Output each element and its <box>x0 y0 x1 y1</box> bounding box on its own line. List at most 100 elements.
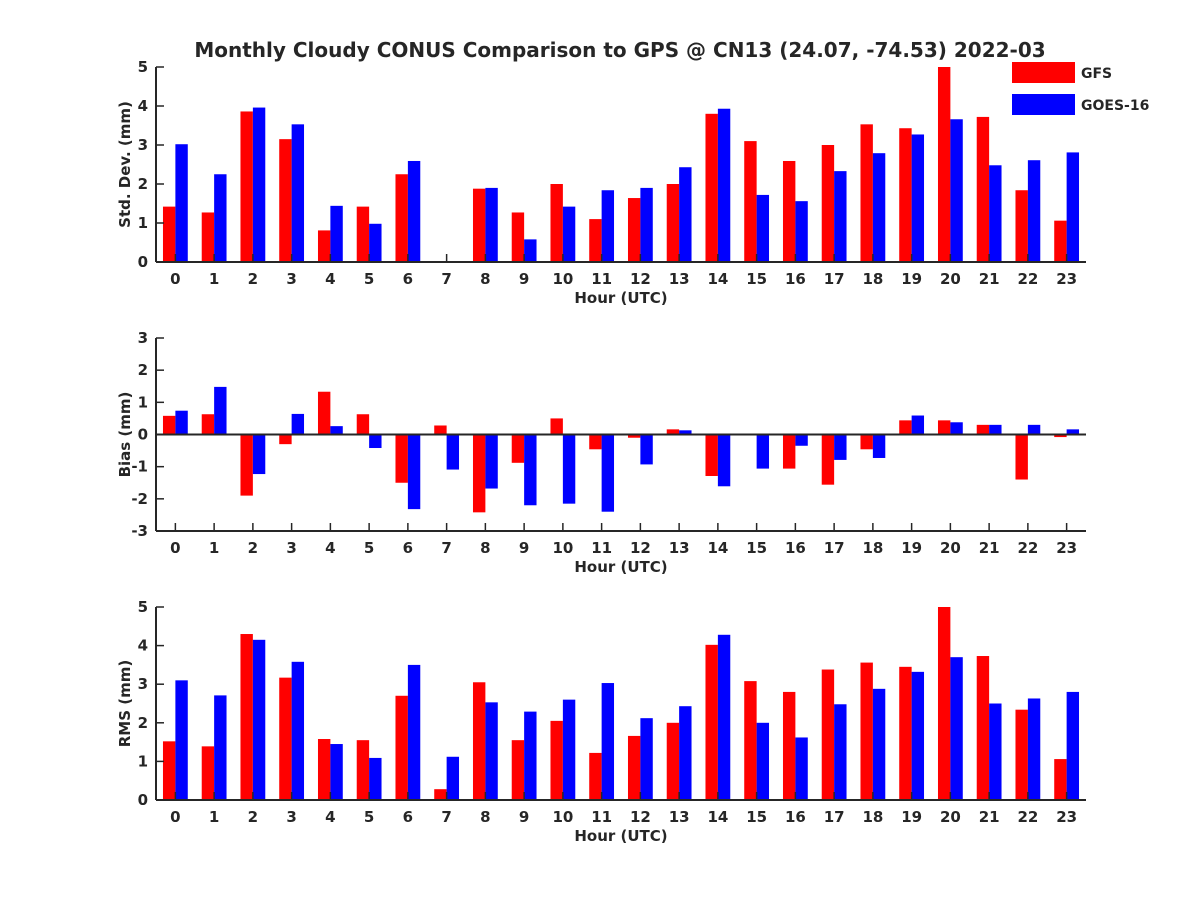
x-tick-label: 20 <box>940 808 961 826</box>
bar-goes16-hour-6 <box>407 160 421 262</box>
x-tick-label: 14 <box>707 270 728 288</box>
bar-goes16-hour-18 <box>872 688 886 800</box>
x-tick-label: 19 <box>901 539 922 557</box>
bar-gfs-hour-1 <box>201 746 215 800</box>
bar-gfs-hour-6 <box>395 695 408 800</box>
bar-gfs-hour-8 <box>472 434 486 513</box>
std-dev-x-axis-label: Hour (UTC) <box>574 289 667 307</box>
std-dev-y-axis-label: Std. Dev. (mm) <box>116 101 134 228</box>
bar-goes16-hour-1 <box>214 174 227 262</box>
x-tick-label: 11 <box>591 270 612 288</box>
x-tick-label: 10 <box>552 808 573 826</box>
bar-gfs-hour-1 <box>201 212 215 262</box>
bar-goes16-hour-16 <box>795 201 808 262</box>
bar-goes16-hour-7 <box>446 434 460 470</box>
x-tick-label: 17 <box>824 270 845 288</box>
x-tick-label: 15 <box>746 270 767 288</box>
bar-gfs-hour-10 <box>550 184 563 262</box>
bar-goes16-hour-12 <box>640 187 653 262</box>
x-tick-label: 7 <box>441 539 451 557</box>
bar-gfs-hour-21 <box>976 116 990 262</box>
x-tick-label: 1 <box>209 808 219 826</box>
legend-swatch-gfs <box>1012 62 1075 83</box>
bar-gfs-hour-11 <box>589 219 602 262</box>
y-tick-label: 1 <box>138 752 148 770</box>
x-tick-label: 18 <box>862 270 883 288</box>
bar-gfs-hour-2 <box>240 111 253 263</box>
bar-gfs-hour-18 <box>860 434 873 450</box>
x-tick-label: 7 <box>441 808 451 826</box>
bar-goes16-hour-15 <box>756 434 770 469</box>
x-tick-label: 3 <box>286 808 296 826</box>
bar-goes16-hour-16 <box>795 737 808 800</box>
x-tick-label: 21 <box>979 270 1000 288</box>
bar-gfs-hour-9 <box>511 434 525 463</box>
x-tick-label: 10 <box>552 539 573 557</box>
bias-x-axis-label: Hour (UTC) <box>574 558 667 576</box>
legend-swatch-goes16 <box>1012 94 1075 115</box>
y-tick-label: 1 <box>138 214 148 232</box>
bar-goes16-hour-4 <box>330 205 343 262</box>
bar-goes16-hour-15 <box>756 194 770 262</box>
bar-goes16-hour-14 <box>717 634 731 800</box>
bar-gfs-hour-19 <box>899 128 912 262</box>
bar-gfs-hour-4 <box>317 739 331 800</box>
x-tick-label: 22 <box>1017 808 1038 826</box>
bar-gfs-hour-2 <box>240 634 253 800</box>
x-tick-label: 23 <box>1056 539 1077 557</box>
bar-goes16-hour-15 <box>756 722 770 800</box>
bar-gfs-hour-5 <box>356 206 370 262</box>
bar-goes16-hour-22 <box>1027 160 1041 262</box>
x-tick-label: 16 <box>785 539 806 557</box>
bar-gfs-hour-7 <box>434 789 447 800</box>
bar-goes16-hour-6 <box>407 664 421 800</box>
bar-goes16-hour-11 <box>601 190 615 262</box>
rms-x-axis-label: Hour (UTC) <box>574 827 667 845</box>
bar-goes16-hour-5 <box>369 757 382 800</box>
bar-goes16-hour-19 <box>911 671 925 800</box>
bar-goes16-hour-2 <box>252 434 266 475</box>
bar-gfs-hour-11 <box>589 434 602 450</box>
bar-gfs-hour-12 <box>627 735 641 800</box>
bar-goes16-hour-5 <box>369 434 382 449</box>
bar-gfs-hour-15 <box>744 141 757 262</box>
bar-goes16-hour-23 <box>1066 429 1080 435</box>
x-tick-label: 6 <box>403 270 413 288</box>
bar-gfs-hour-18 <box>860 662 873 800</box>
x-tick-label: 2 <box>248 270 258 288</box>
bar-goes16-hour-19 <box>911 134 925 262</box>
bar-goes16-hour-14 <box>717 434 731 487</box>
x-tick-label: 5 <box>364 808 374 826</box>
x-tick-label: 15 <box>746 539 767 557</box>
bias-y-axis-label: Bias (mm) <box>116 392 134 478</box>
bar-goes16-hour-5 <box>369 223 382 262</box>
bar-gfs-hour-23 <box>1054 434 1067 438</box>
bar-goes16-hour-21 <box>989 165 1002 262</box>
bar-goes16-hour-4 <box>330 426 343 435</box>
bar-goes16-hour-22 <box>1027 424 1041 435</box>
x-tick-label: 20 <box>940 270 961 288</box>
bar-gfs-hour-17 <box>821 669 835 800</box>
x-tick-label: 0 <box>170 539 180 557</box>
bar-goes16-hour-13 <box>679 430 692 435</box>
bar-goes16-hour-17 <box>834 704 847 800</box>
x-tick-label: 6 <box>403 539 413 557</box>
bar-gfs-hour-0 <box>162 415 176 435</box>
bar-goes16-hour-22 <box>1027 698 1041 800</box>
bar-gfs-hour-1 <box>201 414 215 435</box>
x-tick-label: 17 <box>824 808 845 826</box>
bar-goes16-hour-3 <box>291 124 305 262</box>
x-tick-label: 22 <box>1017 539 1038 557</box>
bar-gfs-hour-22 <box>1015 190 1028 262</box>
x-tick-label: 19 <box>901 808 922 826</box>
bar-goes16-hour-3 <box>291 413 305 435</box>
bar-goes16-hour-10 <box>562 699 576 800</box>
x-tick-label: 19 <box>901 270 922 288</box>
x-tick-label: 12 <box>630 270 651 288</box>
x-tick-label: 9 <box>519 270 529 288</box>
x-tick-label: 1 <box>209 270 219 288</box>
